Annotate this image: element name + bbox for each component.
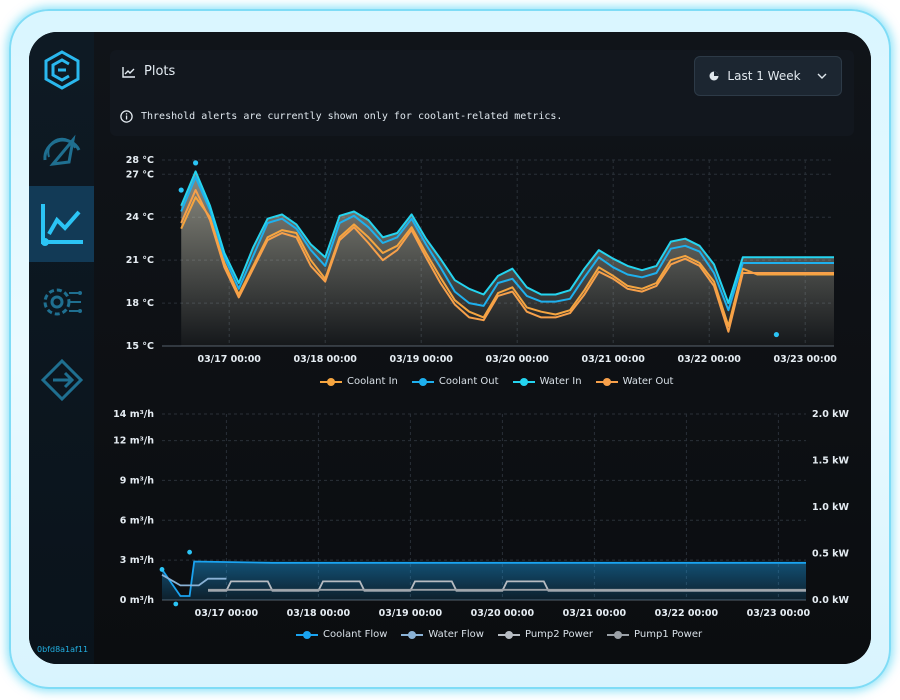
legend-label: Water Flow [428, 629, 484, 640]
x-tick-label: 03/17 00:00 [195, 608, 259, 619]
x-tick-label: 03/23 00:00 [747, 608, 811, 619]
y-tick-label: 24 °C [126, 212, 154, 223]
alert-text: Threshold alerts are currently shown onl… [141, 111, 563, 122]
y-left-tick-label: 9 m³/h [120, 475, 154, 486]
time-range-label: Last 1 Week [727, 69, 801, 83]
chart-icon [40, 204, 83, 246]
page-header: Plots Last 1 Week Threshold alerts a [110, 50, 854, 136]
main-panel: Plots Last 1 Week Threshold alerts a [94, 32, 871, 664]
flow-legend: Coolant Flow Water Flow Pump2 Power Pump1 P… [296, 629, 702, 640]
logo-icon[interactable] [29, 32, 94, 108]
y-left-tick-label: 12 m³/h [113, 436, 154, 447]
series-line-water-out [180, 189, 834, 333]
legend-item-water-flow[interactable]: Water Flow [401, 629, 484, 640]
clock-pie-icon [709, 71, 719, 81]
y-tick-label: 18 °C [126, 298, 154, 309]
legend-label: Pump1 Power [634, 629, 703, 640]
series-line-pump2-power [208, 580, 806, 592]
y-tick-label: 28 °C [126, 155, 154, 166]
threshold-alert-marker[interactable] [178, 187, 184, 193]
chevron-down-icon [817, 73, 827, 79]
legend-label: Coolant Flow [323, 629, 388, 640]
legend-item-coolant-flow[interactable]: Coolant Flow [296, 629, 387, 640]
legend-swatch [296, 630, 318, 640]
y-right-tick-label: 1.0 kW [812, 502, 849, 513]
legend-item-coolant-out[interactable]: Coolant Out [411, 376, 499, 387]
time-range-dropdown[interactable]: Last 1 Week [694, 56, 842, 96]
x-tick-label: 03/19 00:00 [389, 354, 453, 365]
legend-item-pump2-power[interactable]: Pump2 Power [497, 629, 594, 640]
gear-circuit-icon [43, 288, 82, 316]
x-tick-label: 03/22 00:00 [677, 354, 741, 365]
nav-settings[interactable] [29, 264, 94, 340]
y-tick-label: 15 °C [126, 341, 154, 352]
y-left-tick-label: 0 m³/h [120, 595, 154, 606]
plots-chart-area: 28 °C 27 °C 24 °C 21 °C 18 °C 15 °C 03/17 00:0… [113, 155, 849, 619]
series-line-coolant-out [180, 176, 834, 312]
y-right-tick-label: 1.5 kW [812, 456, 849, 467]
page-title-text: Plots [144, 64, 176, 79]
temperature-chart: 28 °C 27 °C 24 °C 21 °C 18 °C 15 °C 03/17 00:0… [126, 155, 838, 365]
legend-swatch [595, 377, 618, 387]
legend-label: Water In [539, 376, 582, 387]
x-tick-label: 03/18 00:00 [287, 608, 351, 619]
legend-swatch [497, 630, 520, 640]
x-tick-label: 03/21 00:00 [563, 608, 627, 619]
legend-swatch [401, 630, 424, 640]
x-tick-label: 03/19 00:00 [379, 608, 443, 619]
threshold-alert-marker[interactable] [193, 160, 199, 166]
y-right-tick-label: 0.5 kW [812, 549, 849, 560]
y-right-tick-label: 0.0 kW [812, 595, 849, 606]
y-tick-label: 21 °C [126, 255, 154, 266]
device-id: 0bfd8a1af11 [37, 645, 89, 654]
app-screen: 0bfd8a1af11 Plots Last 1 Week [29, 32, 871, 664]
y-left-tick-label: 14 m³/h [113, 409, 154, 420]
legend-swatch [607, 630, 630, 640]
gauge-icon [42, 134, 80, 166]
legend-swatch [411, 377, 434, 387]
nav-logout[interactable] [29, 342, 94, 418]
x-tick-label: 03/23 00:00 [773, 354, 837, 365]
threshold-alert-note: Threshold alerts are currently shown onl… [120, 110, 562, 123]
legend-item-coolant-in[interactable]: Coolant In [320, 376, 398, 387]
y-tick-label: 27 °C [126, 169, 154, 180]
x-tick-label: 03/20 00:00 [471, 608, 535, 619]
temperature-area-fill [181, 171, 834, 346]
temperature-legend: Coolant In Coolant Out Water In Water Out [320, 376, 673, 387]
y-left-tick-label: 3 m³/h [120, 555, 154, 566]
info-icon [120, 110, 133, 123]
legend-item-pump1-power[interactable]: Pump1 Power [607, 629, 702, 640]
sidebar: 0bfd8a1af11 [29, 32, 94, 664]
series-line-coolant-in [180, 196, 834, 327]
nav-dashboard[interactable] [29, 112, 94, 188]
nav-plots[interactable] [29, 186, 94, 262]
x-tick-label: 03/17 00:00 [197, 354, 261, 365]
legend-label: Coolant In [347, 376, 398, 387]
exit-icon [40, 358, 83, 402]
legend-item-water-in[interactable]: Water In [512, 376, 582, 387]
threshold-alert-marker[interactable] [773, 331, 780, 338]
legend-label: Pump2 Power [524, 629, 594, 640]
series-line-water-flow [161, 574, 227, 587]
x-tick-label: 03/20 00:00 [485, 354, 549, 365]
x-tick-label: 03/21 00:00 [581, 354, 645, 365]
threshold-alert-marker[interactable] [187, 549, 192, 555]
legend-item-water-out[interactable]: Water Out [595, 376, 674, 387]
page-title: Plots [122, 64, 175, 79]
legend-label: Water Out [622, 376, 674, 387]
line-chart-icon [122, 66, 135, 78]
series-line-coolant-flow [161, 560, 806, 597]
legend-swatch [320, 377, 342, 387]
legend-swatch [512, 377, 535, 387]
series-line-water-in [180, 170, 834, 305]
threshold-alert-marker[interactable] [173, 601, 179, 607]
x-tick-label: 03/18 00:00 [293, 354, 357, 365]
threshold-alert-marker[interactable] [159, 567, 165, 572]
legend-label: Coolant Out [438, 376, 499, 387]
x-tick-label: 03/22 00:00 [655, 608, 719, 619]
y-left-tick-label: 6 m³/h [120, 515, 154, 526]
y-right-tick-label: 2.0 kW [812, 409, 849, 420]
flow-power-chart: 14 m³/h 12 m³/h 9 m³/h 6 m³/h 3 m³/h 0 m³/h 2.… [113, 409, 849, 619]
